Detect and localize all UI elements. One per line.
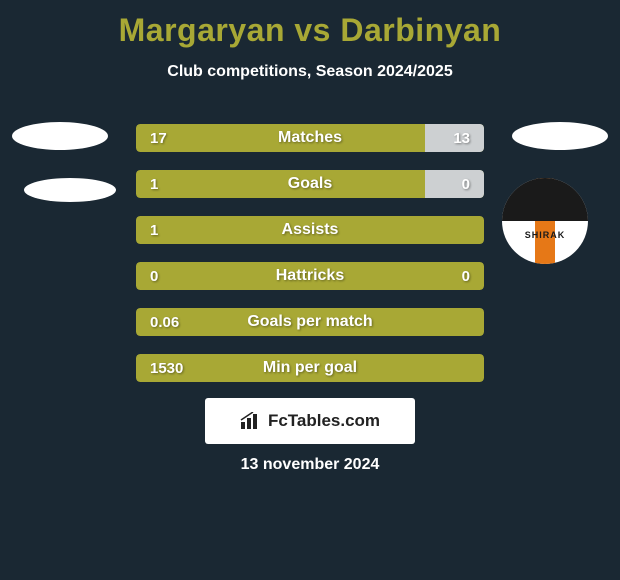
player-left-avatar-placeholder xyxy=(12,122,108,150)
stat-label: Goals xyxy=(136,170,484,198)
stat-right-value: 13 xyxy=(453,124,470,152)
stat-label: Matches xyxy=(136,124,484,152)
brand-text: FcTables.com xyxy=(268,411,380,431)
stat-row-matches: 17 Matches 13 xyxy=(136,124,484,152)
footer-date: 13 november 2024 xyxy=(0,456,620,474)
club-right-logo: SHIRAK xyxy=(502,178,588,264)
comparison-title: Margaryan vs Darbinyan xyxy=(0,0,620,49)
stat-label: Min per goal xyxy=(136,354,484,382)
stat-label: Hattricks xyxy=(136,262,484,290)
stat-row-goals-per-match: 0.06 Goals per match xyxy=(136,308,484,336)
stat-row-hattricks: 0 Hattricks 0 xyxy=(136,262,484,290)
stat-label: Assists xyxy=(136,216,484,244)
brand-badge[interactable]: FcTables.com xyxy=(205,398,415,444)
stat-label: Goals per match xyxy=(136,308,484,336)
stat-row-assists: 1 Assists xyxy=(136,216,484,244)
comparison-subtitle: Club competitions, Season 2024/2025 xyxy=(0,63,620,81)
stat-row-min-per-goal: 1530 Min per goal xyxy=(136,354,484,382)
stat-row-goals: 1 Goals 0 xyxy=(136,170,484,198)
player-right-avatar-placeholder xyxy=(512,122,608,150)
chart-icon xyxy=(240,412,262,430)
stat-right-value: 0 xyxy=(462,170,470,198)
stats-bars-container: 17 Matches 13 1 Goals 0 1 Assists 0 Hatt… xyxy=(136,124,484,400)
club-right-logo-text: SHIRAK xyxy=(502,230,588,240)
club-left-logo-placeholder xyxy=(24,178,116,202)
stat-right-value: 0 xyxy=(462,262,470,290)
